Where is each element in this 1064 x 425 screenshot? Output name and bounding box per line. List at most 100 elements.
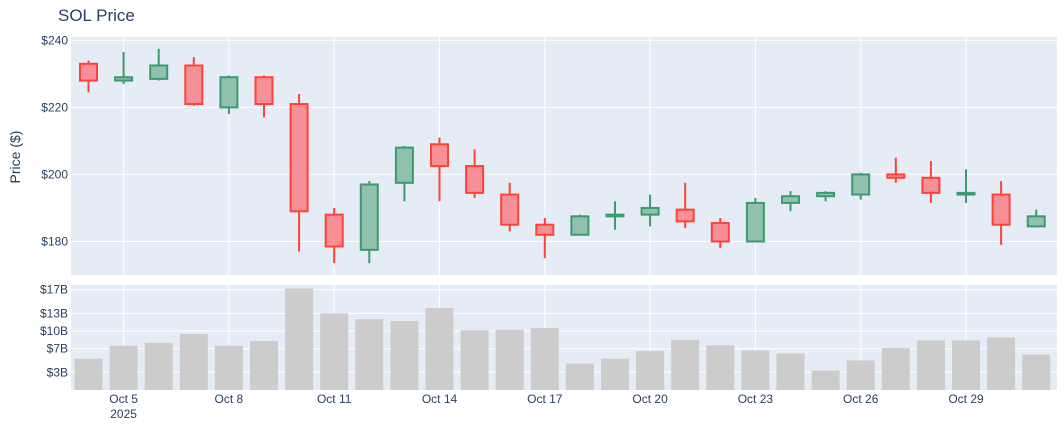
candle-body bbox=[289, 103, 309, 213]
volume-y-tick-label: $3B bbox=[47, 365, 68, 379]
candle bbox=[149, 48, 169, 81]
x-tick-label: Oct 23 bbox=[738, 392, 774, 406]
volume-bar bbox=[320, 313, 349, 390]
volume-bar bbox=[250, 341, 278, 390]
volume-bar bbox=[601, 358, 629, 390]
candle bbox=[114, 52, 134, 84]
candle-body bbox=[114, 76, 134, 82]
volume-bar bbox=[179, 333, 208, 390]
x-tick-sublabel: 2025 bbox=[110, 407, 137, 421]
volume-bar bbox=[425, 308, 454, 390]
candle bbox=[465, 149, 485, 198]
x-tick-label: Oct 8 bbox=[215, 392, 244, 406]
price-y-tick-label: $220 bbox=[41, 100, 68, 114]
price-y-tick-label: $240 bbox=[41, 33, 68, 47]
volume-bar bbox=[987, 337, 1016, 390]
volume-bar bbox=[741, 350, 770, 390]
x-tick-label: Oct 14 bbox=[422, 392, 458, 406]
candle bbox=[851, 172, 871, 200]
volume-bar bbox=[74, 358, 103, 390]
price-plot-area bbox=[71, 37, 1057, 275]
candle bbox=[886, 157, 906, 183]
candle-body bbox=[1026, 215, 1046, 228]
volume-bar bbox=[776, 353, 805, 390]
candle bbox=[1026, 209, 1046, 228]
candle bbox=[570, 214, 590, 236]
candle-body bbox=[430, 143, 449, 168]
candle-body bbox=[816, 191, 836, 198]
volume-bar bbox=[881, 348, 910, 390]
candle bbox=[956, 169, 976, 203]
volume-y-tick-label: $7B bbox=[47, 342, 68, 356]
x-tick-label: Oct 26 bbox=[843, 392, 879, 406]
volume-y-tick-label: $10B bbox=[40, 324, 68, 338]
candles bbox=[79, 48, 1046, 264]
candle-body bbox=[886, 173, 906, 179]
chart-title: SOL Price bbox=[58, 6, 135, 25]
candle bbox=[710, 218, 730, 249]
candle bbox=[289, 93, 309, 252]
candle-body bbox=[149, 64, 169, 80]
volume-bar bbox=[846, 360, 875, 390]
x-tick-label: Oct 5 bbox=[109, 392, 138, 406]
candle bbox=[359, 181, 379, 264]
volume-y-tick-label: $17B bbox=[40, 283, 68, 297]
candle bbox=[675, 182, 695, 229]
candle bbox=[991, 181, 1011, 245]
volume-y-ticks: $3B $7B $10B $13B $17B bbox=[40, 283, 68, 380]
volume-bars bbox=[74, 288, 1051, 390]
candle-body bbox=[465, 165, 485, 194]
volume-bar bbox=[636, 351, 665, 390]
candle bbox=[254, 75, 274, 118]
candle bbox=[816, 191, 836, 202]
candle bbox=[79, 60, 98, 93]
volume-bar bbox=[109, 345, 138, 390]
candle-body bbox=[500, 193, 520, 226]
volume-bar bbox=[530, 328, 559, 390]
x-tick-label: Oct 20 bbox=[632, 392, 668, 406]
volume-bar bbox=[1022, 354, 1051, 390]
price-y-tick-label: $200 bbox=[41, 167, 68, 181]
volume-bar bbox=[495, 329, 524, 390]
volume-bar bbox=[811, 370, 840, 390]
x-tick-label: Oct 29 bbox=[948, 392, 984, 406]
volume-bar bbox=[355, 319, 384, 390]
volume-bar bbox=[144, 342, 173, 390]
price-y-tick-label: $180 bbox=[41, 234, 68, 248]
candle bbox=[745, 197, 765, 243]
candle-body bbox=[991, 193, 1011, 226]
volume-bar bbox=[952, 340, 980, 390]
candle-body bbox=[79, 62, 98, 82]
candle bbox=[394, 145, 414, 202]
candle-body bbox=[184, 64, 204, 106]
volume-bar bbox=[460, 330, 489, 390]
volume-bar bbox=[916, 340, 945, 390]
volume-bar bbox=[706, 345, 735, 390]
candle-body bbox=[710, 222, 730, 243]
candle-body bbox=[324, 213, 344, 248]
y-axis-label: Price ($) bbox=[7, 131, 23, 184]
candle-body bbox=[956, 191, 976, 196]
candle bbox=[640, 194, 660, 227]
candle-body bbox=[394, 146, 414, 184]
volume-bar bbox=[671, 339, 700, 390]
candle-body bbox=[535, 223, 555, 236]
candle-body bbox=[605, 213, 625, 218]
candle-body bbox=[781, 195, 800, 204]
candle-body bbox=[745, 201, 765, 243]
candle bbox=[184, 57, 204, 106]
candle bbox=[219, 75, 239, 115]
price-y-ticks: $180 $200 $220 $240 bbox=[41, 33, 68, 248]
candle bbox=[324, 207, 344, 264]
volume-bar bbox=[390, 320, 419, 390]
candle-body bbox=[851, 173, 871, 196]
candle bbox=[605, 201, 625, 230]
candle bbox=[535, 218, 555, 259]
volume-bar bbox=[214, 345, 243, 390]
volume-y-tick-label: $13B bbox=[40, 306, 68, 320]
candle bbox=[921, 161, 941, 203]
candle-body bbox=[640, 206, 660, 216]
volume-bar bbox=[565, 363, 594, 390]
candle bbox=[430, 137, 449, 202]
